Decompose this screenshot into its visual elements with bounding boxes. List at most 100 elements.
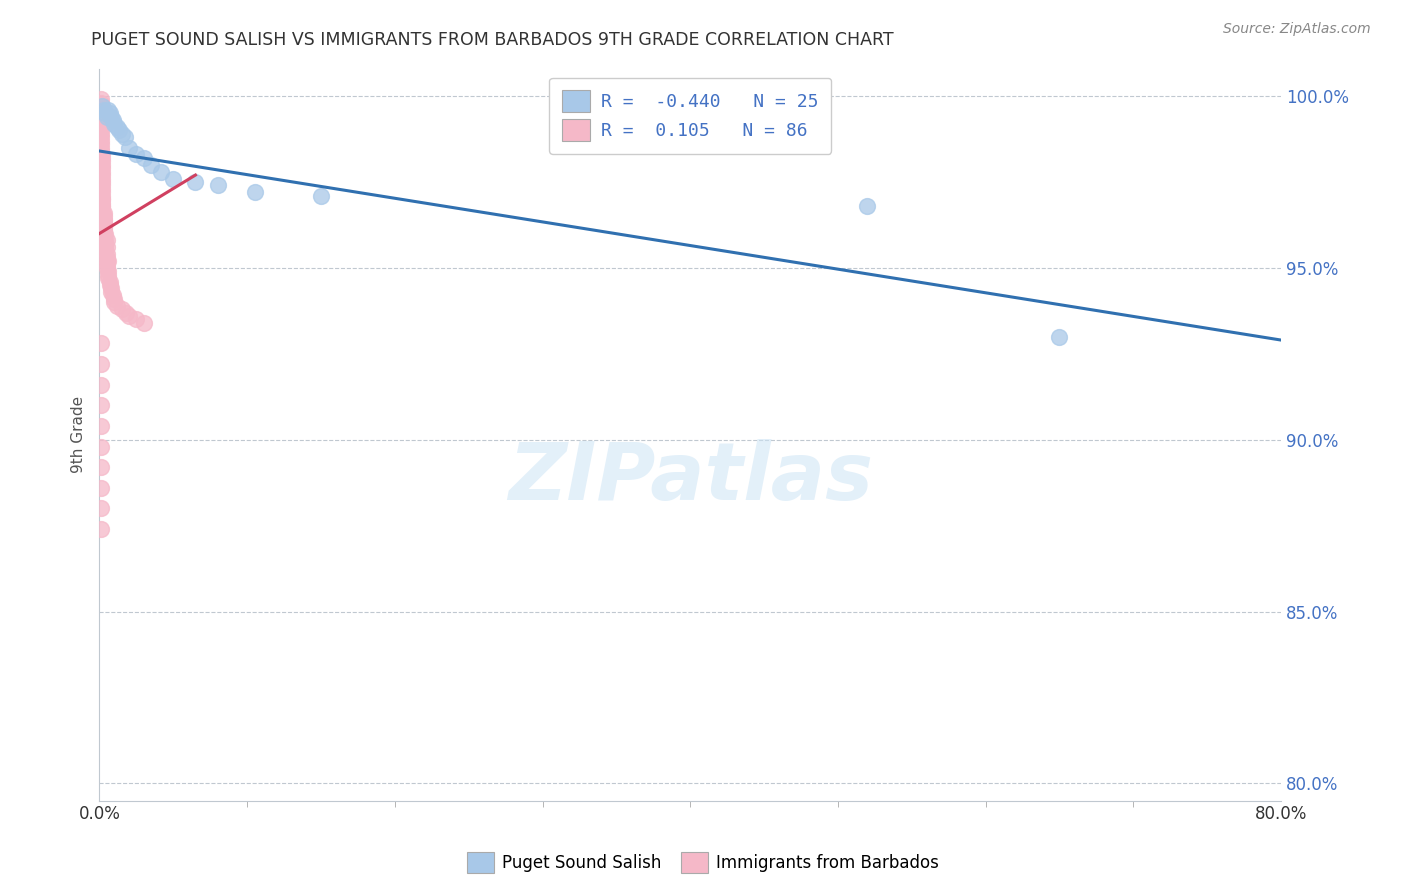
Point	[96, 110, 118, 124]
Point	[91, 188, 114, 202]
Point	[90, 95, 112, 110]
Point	[93, 212, 115, 227]
Text: ZIPatlas: ZIPatlas	[508, 440, 873, 517]
Point	[91, 164, 114, 178]
Point	[94, 244, 117, 258]
Point	[91, 168, 114, 182]
Point	[125, 312, 148, 326]
Point	[94, 236, 117, 251]
Point	[97, 268, 120, 282]
Point	[118, 309, 141, 323]
Point	[101, 113, 124, 128]
Point	[96, 240, 118, 254]
Point	[90, 522, 112, 536]
Point	[91, 99, 114, 113]
Point	[90, 501, 112, 516]
Point	[93, 216, 115, 230]
Point	[90, 134, 112, 148]
Point	[90, 116, 112, 130]
Point	[101, 288, 124, 302]
Point	[93, 210, 115, 224]
Point	[90, 99, 112, 113]
Point	[90, 110, 112, 124]
Point	[96, 251, 118, 265]
Point	[115, 305, 138, 319]
Point	[91, 195, 114, 210]
Point	[93, 219, 115, 234]
Legend: Puget Sound Salish, Immigrants from Barbados: Puget Sound Salish, Immigrants from Barb…	[460, 846, 946, 880]
Point	[114, 130, 136, 145]
Point	[90, 460, 112, 475]
Point	[105, 299, 128, 313]
Point	[162, 171, 184, 186]
Point	[90, 113, 112, 128]
Point	[96, 247, 118, 261]
Point	[98, 275, 121, 289]
Point	[90, 137, 112, 152]
Point	[309, 188, 332, 202]
Point	[96, 254, 118, 268]
Point	[91, 182, 114, 196]
Point	[100, 110, 122, 124]
Point	[90, 398, 112, 412]
Point	[132, 316, 155, 330]
Point	[207, 178, 229, 193]
Legend: R =  -0.440   N = 25, R =  0.105   N = 86: R = -0.440 N = 25, R = 0.105 N = 86	[548, 78, 831, 154]
Point	[93, 206, 115, 220]
Point	[91, 199, 114, 213]
Point	[90, 123, 112, 137]
Point	[96, 257, 118, 271]
Point	[93, 212, 115, 227]
Point	[90, 130, 112, 145]
Point	[93, 230, 115, 244]
Point	[103, 292, 125, 306]
Point	[91, 154, 114, 169]
Point	[1049, 329, 1071, 343]
Point	[91, 175, 114, 189]
Point	[90, 140, 112, 154]
Point	[90, 440, 112, 454]
Point	[125, 147, 148, 161]
Point	[91, 186, 114, 200]
Point	[184, 175, 207, 189]
Y-axis label: 9th Grade: 9th Grade	[72, 396, 86, 473]
Point	[100, 285, 122, 299]
Point	[98, 278, 121, 293]
Point	[90, 336, 112, 351]
Text: Source: ZipAtlas.com: Source: ZipAtlas.com	[1223, 22, 1371, 37]
Point	[110, 302, 132, 317]
Point	[97, 103, 120, 117]
Point	[110, 127, 132, 141]
Point	[91, 171, 114, 186]
Point	[100, 281, 122, 295]
Point	[91, 206, 114, 220]
Point	[132, 151, 155, 165]
Point	[93, 227, 115, 241]
Point	[118, 140, 141, 154]
Point	[91, 158, 114, 172]
Point	[105, 120, 128, 134]
Point	[93, 219, 115, 234]
Point	[243, 186, 266, 200]
Point	[90, 419, 112, 434]
Point	[90, 127, 112, 141]
Point	[107, 123, 129, 137]
Point	[97, 254, 120, 268]
Point	[91, 151, 114, 165]
Point	[856, 199, 879, 213]
Point	[91, 178, 114, 193]
Point	[103, 295, 125, 310]
Point	[94, 240, 117, 254]
Point	[96, 233, 118, 247]
Point	[103, 116, 125, 130]
Point	[91, 192, 114, 206]
Point	[90, 377, 112, 392]
Point	[90, 357, 112, 371]
Point	[97, 271, 120, 285]
Point	[90, 103, 112, 117]
Point	[90, 144, 112, 158]
Point	[91, 199, 114, 213]
Point	[139, 158, 162, 172]
Point	[91, 192, 114, 206]
Point	[94, 106, 117, 120]
